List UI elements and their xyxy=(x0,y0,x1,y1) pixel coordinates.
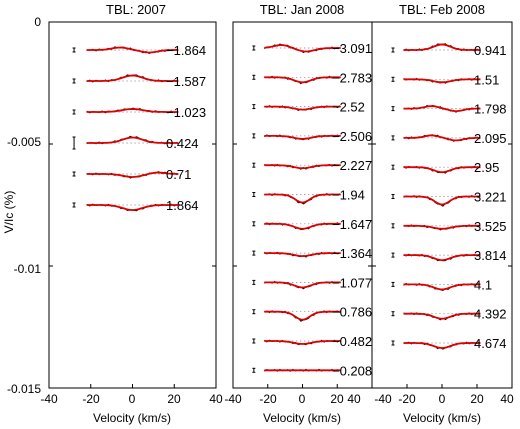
model-profile xyxy=(264,44,341,53)
x-tick-label: -20 xyxy=(82,392,100,406)
model-profile xyxy=(403,166,481,174)
phase-label: −3.091 xyxy=(332,41,372,56)
model-profile xyxy=(264,281,341,289)
model-profile xyxy=(264,76,341,84)
model-profile xyxy=(264,252,341,258)
panel-3-title: TBL: Feb 2008 xyxy=(399,2,485,17)
y-tick-label: -0.005 xyxy=(7,135,41,149)
phase-label: −1.587 xyxy=(166,74,206,89)
model-profile xyxy=(403,283,481,291)
phase-label: 1.51 xyxy=(474,72,499,87)
phase-label: −2.783 xyxy=(332,70,372,85)
x-tick-label: -40 xyxy=(40,392,58,406)
phase-label: −0.482 xyxy=(332,334,372,349)
model-profile xyxy=(264,164,341,170)
phase-label: −1.647 xyxy=(332,217,372,232)
phase-label: 2.95 xyxy=(474,160,499,175)
phase-label: 3.525 xyxy=(474,219,507,234)
model-profile xyxy=(403,195,481,206)
model-profile xyxy=(403,105,481,113)
panel-1-title: TBL: 2007 xyxy=(106,2,166,17)
y-axis-label: V/Ic (%) xyxy=(2,191,16,234)
x-tick-label: -20 xyxy=(259,392,277,406)
model-profile xyxy=(403,134,481,142)
model-profile xyxy=(403,254,481,262)
model-profile xyxy=(403,78,481,84)
model-profile xyxy=(86,74,179,82)
x-tick-label: -40 xyxy=(224,392,242,406)
x-tick-label: 0 xyxy=(299,392,306,406)
model-profile xyxy=(264,193,341,204)
y-tick-label: 0 xyxy=(34,15,41,29)
phase-label: −1.864 xyxy=(166,43,206,58)
phase-label: −1.023 xyxy=(166,105,206,120)
phase-label: 3.814 xyxy=(474,248,507,263)
model-profile xyxy=(264,135,341,140)
phase-label: −1.364 xyxy=(332,246,372,261)
model-profile xyxy=(86,204,179,211)
model-profile xyxy=(403,224,481,230)
x-tick-label: 20 xyxy=(167,392,181,406)
x-tick-label: 20 xyxy=(470,392,484,406)
x-tick-label: 0 xyxy=(439,392,446,406)
panel-2-title: TBL: Jan 2008 xyxy=(260,2,345,17)
model-profile xyxy=(403,43,481,51)
model-profile xyxy=(264,340,341,345)
model-profile xyxy=(264,310,341,321)
phase-label: 0.424 xyxy=(166,136,199,151)
x-axis-label: Velocity (km/s) xyxy=(263,411,341,425)
x-tick-label: -20 xyxy=(398,392,416,406)
phase-label: −0.786 xyxy=(332,305,372,320)
phase-label: 1.864 xyxy=(166,198,199,213)
x-tick-label: 40 xyxy=(347,392,361,406)
x-tick-label: 40 xyxy=(500,392,514,406)
x-tick-label: 20 xyxy=(330,392,344,406)
model-profile xyxy=(86,46,179,54)
phase-label: 0.71 xyxy=(166,167,191,182)
phase-label: 4.392 xyxy=(474,307,507,322)
x-axis-label: Velocity (km/s) xyxy=(403,411,481,425)
phase-label: 4.674 xyxy=(474,336,507,351)
phase-label: 2.095 xyxy=(474,131,507,146)
phase-label: −2.506 xyxy=(332,129,372,144)
phase-label: 4.1 xyxy=(474,277,492,292)
phase-label: 3.221 xyxy=(474,190,507,205)
phase-label: −1.94 xyxy=(332,188,365,203)
phase-label: −2.52 xyxy=(332,100,365,115)
phase-label: −2.227 xyxy=(332,158,372,173)
phase-label: −1.077 xyxy=(332,275,372,290)
model-profile xyxy=(86,136,179,144)
model-profile xyxy=(86,108,179,113)
phase-label: 1.798 xyxy=(474,102,507,117)
model-profile xyxy=(264,105,341,111)
y-tick-label: -0.015 xyxy=(7,382,41,396)
model-profile xyxy=(264,222,341,230)
model-profile xyxy=(403,312,481,320)
model-profile xyxy=(86,171,179,178)
model-profile xyxy=(403,342,481,349)
x-tick-label: 40 xyxy=(209,392,223,406)
phase-label: −0.208 xyxy=(332,363,372,378)
x-tick-label: -40 xyxy=(374,392,392,406)
x-axis-label: Velocity (km/s) xyxy=(93,411,171,425)
phase-label: 0.941 xyxy=(474,43,507,58)
x-tick-label: 0 xyxy=(129,392,136,406)
y-tick-label: -0.01 xyxy=(14,262,42,276)
